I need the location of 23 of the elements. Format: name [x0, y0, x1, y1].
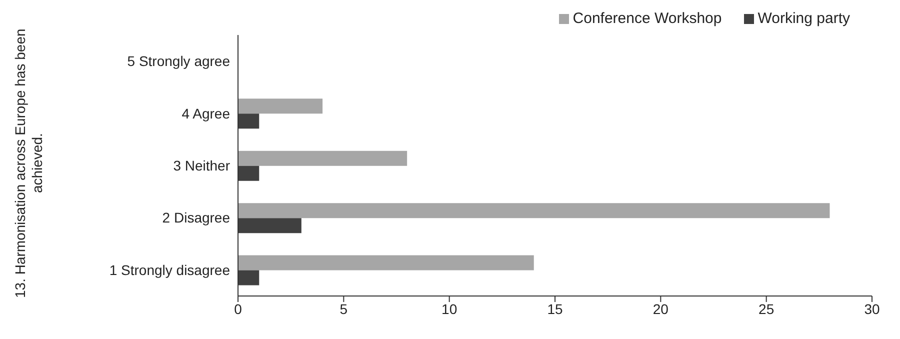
x-tick-label: 0 — [234, 300, 242, 317]
x-tick-label: 10 — [442, 300, 458, 317]
bar — [238, 203, 830, 218]
y-tick-label: 3 Neither — [173, 157, 230, 174]
y-tick-label: 4 Agree — [182, 105, 230, 122]
bar — [238, 218, 302, 234]
y-tick-label: 1 Strongly disagree — [109, 262, 230, 278]
x-tick-label: 30 — [864, 300, 880, 317]
bar — [238, 114, 260, 129]
legend-label: Working party — [758, 10, 850, 27]
x-tick-label: 15 — [547, 300, 563, 317]
y-tick-label: 2 Disagree — [162, 210, 230, 226]
x-tick-label: 25 — [758, 300, 774, 317]
y-axis-title: 13. Harmonisation across Europe has been achieved. — [12, 28, 46, 298]
bar — [238, 150, 408, 166]
bar — [238, 255, 534, 270]
x-tick-label: 5 — [340, 300, 348, 317]
x-tick-label: 20 — [652, 300, 669, 317]
bar — [238, 270, 260, 286]
bar — [238, 166, 260, 181]
legend-label: Conference Workshop — [572, 10, 722, 27]
bar — [238, 98, 323, 114]
y-tick-label: 5 Strongly agree — [127, 53, 230, 70]
